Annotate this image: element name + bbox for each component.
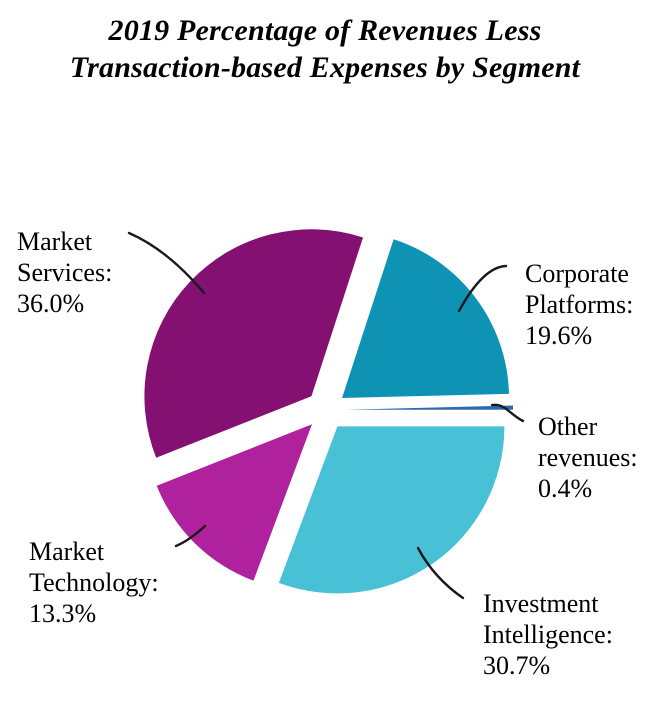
label-value: 13.3% [29, 599, 97, 628]
leader-line-corporate-platforms [457, 264, 508, 313]
leader-line-market-services [127, 231, 206, 295]
chart-title: 2019 Percentage of Revenues Less Transac… [0, 0, 650, 86]
label-line: Market [29, 537, 105, 566]
label-value: 36.0% [17, 289, 85, 318]
label-market-services: Market Services: 36.0% [17, 226, 112, 319]
leader-line-market-technology [174, 524, 207, 548]
label-line: Investment [483, 589, 599, 618]
pie-slice-other-revenues [346, 405, 514, 410]
label-line: revenues: [538, 443, 638, 472]
label-market-technology: Market Technology: 13.3% [29, 536, 159, 629]
label-line: Services: [17, 258, 113, 287]
label-line: Platforms: [525, 290, 634, 319]
label-other-revenues: Other revenues: 0.4% [538, 411, 638, 504]
label-line: Corporate [525, 259, 629, 288]
leader-line-investment-intelligence [416, 546, 465, 600]
label-corporate-platforms: Corporate Platforms: 19.6% [525, 258, 633, 351]
label-line: Market [17, 227, 93, 256]
label-line: Technology: [29, 568, 159, 597]
pie-slice-investment-intelligence [278, 426, 505, 594]
chart-title-line-1: 2019 Percentage of Revenues Less [108, 14, 542, 47]
label-line: Other [538, 412, 598, 441]
pie-slice-market-technology [156, 424, 312, 581]
pie-slice-corporate-platforms [342, 239, 509, 399]
label-value: 30.7% [483, 651, 551, 680]
label-value: 0.4% [538, 474, 593, 503]
label-value: 19.6% [525, 321, 593, 350]
leader-line-other-revenues [490, 403, 525, 423]
label-investment-intelligence: Investment Intelligence: 30.7% [483, 588, 613, 681]
label-line: Intelligence: [483, 620, 613, 649]
chart-title-line-2: Transaction-based Expenses by Segment [69, 51, 581, 84]
